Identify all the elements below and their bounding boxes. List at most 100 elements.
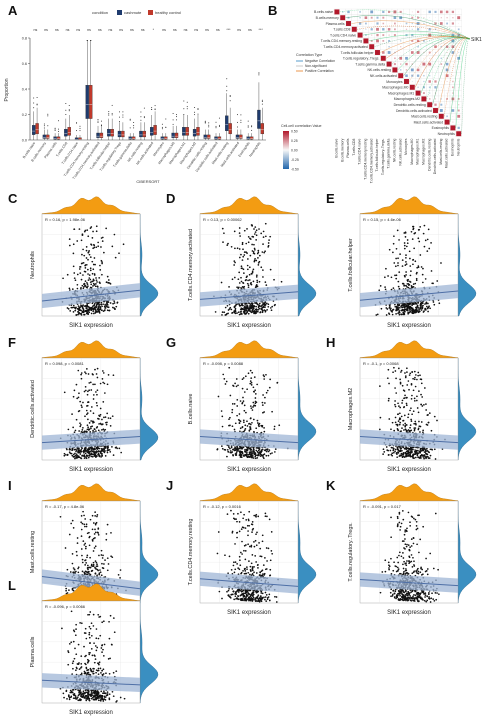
scatter-point [397,230,399,232]
scatter-point [76,455,78,457]
scatter-point [398,271,400,273]
scatter-point [123,243,125,245]
scatter-point [427,311,429,313]
scatter-point [101,419,103,421]
scatter-point [234,277,236,279]
scatter-point [397,424,399,426]
b-cell-value [410,85,415,90]
scatter-point [271,550,273,552]
b-cell-value [440,104,442,106]
scatter-point [85,267,87,269]
scatter-point [381,308,383,310]
scatter-point [251,422,253,424]
scatter-point [241,313,243,315]
scatter-point [404,276,406,278]
scatter-point [422,274,424,276]
scatter-point [80,449,82,451]
b-row-label: T.cells.CD4.memory.activated [323,45,368,49]
scatter-point [86,368,88,370]
scatter-point [103,428,105,430]
scatter-point [82,402,84,404]
scatter-point [81,262,83,264]
scatter-point [402,265,404,267]
scatter-point [409,374,411,376]
a-significance: ns [237,28,241,32]
scatter-point [260,233,262,235]
scatter-point [250,255,252,257]
scatter-point [397,305,399,307]
scatter-point [391,310,393,312]
scatter-point [244,449,246,451]
scatter-point [95,531,97,533]
scatter-point [420,404,422,406]
scatter-point [402,283,404,285]
b-cell-value [417,87,418,88]
scatter-point [404,448,406,450]
scatter-point [90,420,92,422]
scatter-point [76,457,78,459]
b-cell-value [359,22,361,24]
scatter-point [252,303,254,305]
a-outlier [133,127,134,128]
scatter-point [84,518,86,520]
scatter-point [394,400,396,402]
scatter-point [89,455,91,457]
scatter-point [110,425,112,427]
scatter-point [231,412,233,414]
scatter-point [261,307,263,309]
scatter-point [411,231,413,233]
scatter-point [234,247,236,249]
b-cell-value [441,81,442,82]
density-side [458,358,476,460]
scatter-point [93,398,95,400]
scatter-point [413,389,415,391]
scatter-point [243,377,245,379]
scatter-point [391,276,393,278]
a-outlier [112,113,113,114]
scatter-point [96,230,98,232]
scatter-point [250,370,252,372]
b-cell-value [453,104,454,105]
scatter-point [393,430,395,432]
scatter-point [94,533,96,535]
scatter-point [89,279,91,281]
scatter-point [102,240,104,242]
scatter-point [399,424,401,426]
b-col-label: B.cells.memory [340,138,344,161]
scatter-point [405,257,407,259]
scatter-point [426,250,428,252]
scatter-point [82,511,84,513]
scatter-point [100,408,102,410]
a-outlier [79,130,80,131]
scatter-point [97,527,99,529]
scatter-point [233,264,235,266]
a-outlier [237,114,238,115]
scatter-point [88,373,90,375]
b-row-label: Mast.cells.activated [414,120,444,124]
scatter-point [86,313,88,315]
scatter-point [95,285,97,287]
b-cell-value [452,81,453,82]
scatter-point [413,233,415,235]
scatter-point [100,304,102,306]
scatter-point [81,529,83,531]
a-significance: ns [98,28,102,32]
a-outlier [98,122,99,123]
scatter-point [76,555,78,557]
scatter-point [418,425,420,427]
scatter-point [88,566,90,568]
b-cell-value [352,27,357,32]
scatter-point [412,378,414,380]
scatter-point [414,371,416,373]
scatter-point [72,427,74,429]
scatter-point [425,409,427,411]
scatter-point [87,259,89,261]
scatter-point [92,305,94,307]
scatter-point [256,284,258,286]
scatter-point [408,380,410,382]
b-cell-value [435,98,436,99]
scatter-point [387,275,389,277]
b-cell-value [377,46,378,47]
scatter-point [428,457,430,459]
